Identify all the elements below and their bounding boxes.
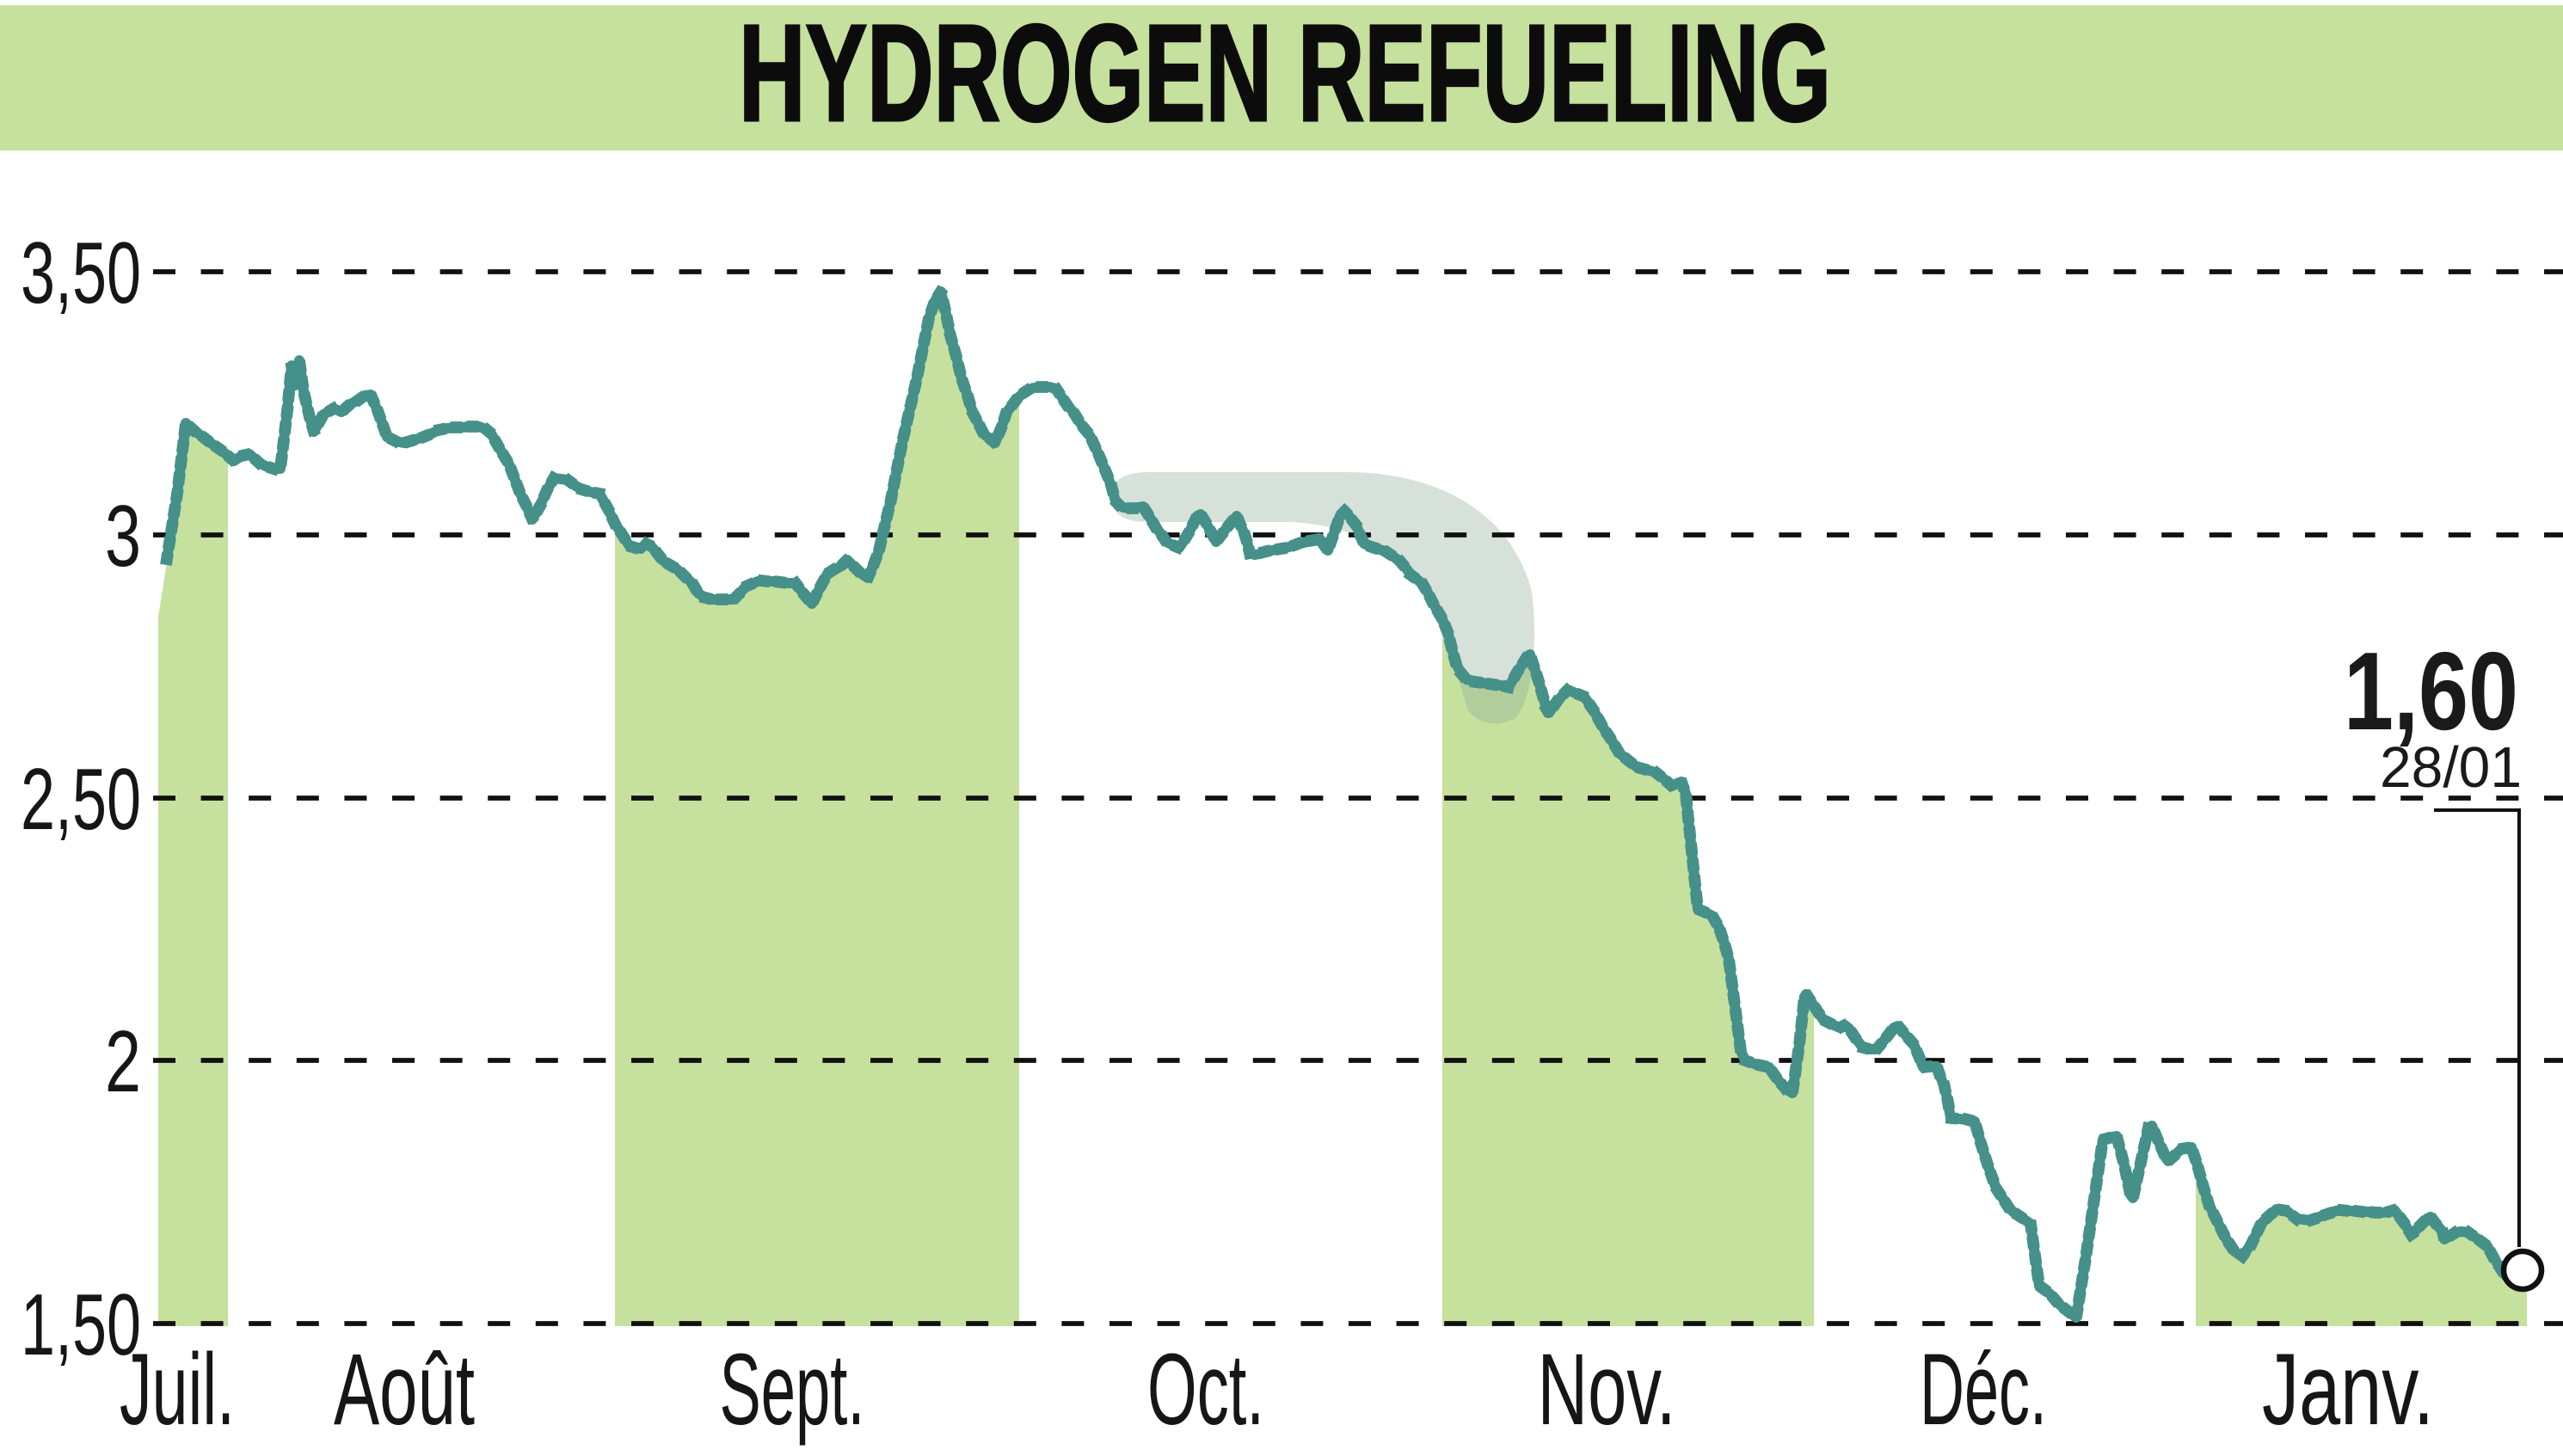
svg-text:HYDROGEN REFUELING: HYDROGEN REFUELING	[739, 0, 1831, 150]
svg-text:2,50: 2,50	[21, 752, 141, 848]
svg-text:Déc.: Déc.	[1920, 1333, 2047, 1447]
svg-text:28/01: 28/01	[2380, 735, 2522, 800]
svg-text:3: 3	[105, 488, 141, 585]
svg-text:2: 2	[105, 1014, 141, 1110]
svg-text:Oct.: Oct.	[1147, 1333, 1264, 1447]
svg-text:3,50: 3,50	[21, 225, 141, 322]
svg-text:Nov.: Nov.	[1538, 1333, 1676, 1447]
svg-text:Août: Août	[334, 1333, 475, 1447]
svg-text:Sept.: Sept.	[720, 1333, 865, 1447]
svg-text:Janv.: Janv.	[2262, 1333, 2434, 1447]
svg-text:1,60: 1,60	[2344, 630, 2518, 753]
svg-text:1,50: 1,50	[21, 1277, 141, 1373]
svg-text:Juil.: Juil.	[120, 1333, 235, 1447]
